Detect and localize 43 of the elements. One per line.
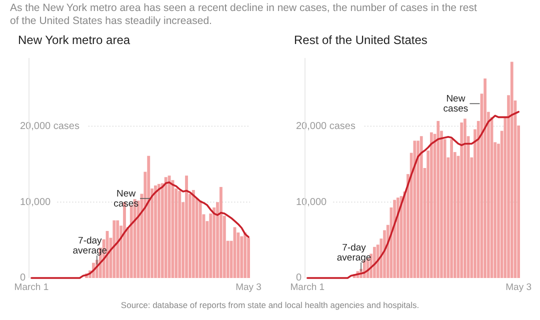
text: 10,000 <box>296 196 327 208</box>
bar <box>396 198 400 278</box>
chart-title: Rest of the United States <box>294 33 428 47</box>
bar <box>420 136 423 278</box>
y-tick-label: 20,000 cases <box>296 120 356 132</box>
bar <box>220 186 222 278</box>
x-tick-label: May 3 <box>236 282 262 293</box>
bar <box>373 246 376 278</box>
bar <box>185 176 188 278</box>
bar <box>436 120 440 278</box>
chart-title: New York metro area <box>18 33 130 47</box>
y-tick-label: 0 <box>20 272 26 284</box>
bar <box>154 185 157 278</box>
series-label: New cases <box>114 188 139 210</box>
bar <box>116 220 120 278</box>
y-tick-label: 0 <box>296 272 302 284</box>
source-note: Source: database of reports from state and local health agencies and hospitals. <box>120 300 420 310</box>
bar <box>510 62 514 278</box>
x-tick-label: March 1 <box>290 282 325 293</box>
bar <box>460 122 464 278</box>
bar <box>168 176 171 278</box>
bar <box>484 78 486 278</box>
bar <box>164 177 168 278</box>
bar <box>430 132 433 278</box>
series-label: 7-day average <box>336 242 372 264</box>
bar <box>244 232 247 278</box>
bar <box>147 156 150 278</box>
chart-subtitle: As the New York metro area has seen a recent decline in new cases, the number of cases in the rest of the United States has steadily increased. <box>10 2 478 27</box>
bar <box>157 184 160 278</box>
y-tick-label: 20,000 cases <box>20 120 80 132</box>
bar <box>112 220 116 278</box>
bar <box>450 139 453 278</box>
x-tick-label: May 3 <box>506 282 532 293</box>
bar <box>393 200 396 278</box>
bar <box>464 118 466 278</box>
bar <box>192 190 195 278</box>
text: 10,000 <box>20 196 51 208</box>
series-label: New cases <box>443 94 468 115</box>
x-tick-label: March 1 <box>14 282 49 293</box>
series-label: 7-day average <box>72 236 108 257</box>
bar <box>178 190 182 278</box>
bar <box>198 200 202 278</box>
bar <box>240 236 244 278</box>
